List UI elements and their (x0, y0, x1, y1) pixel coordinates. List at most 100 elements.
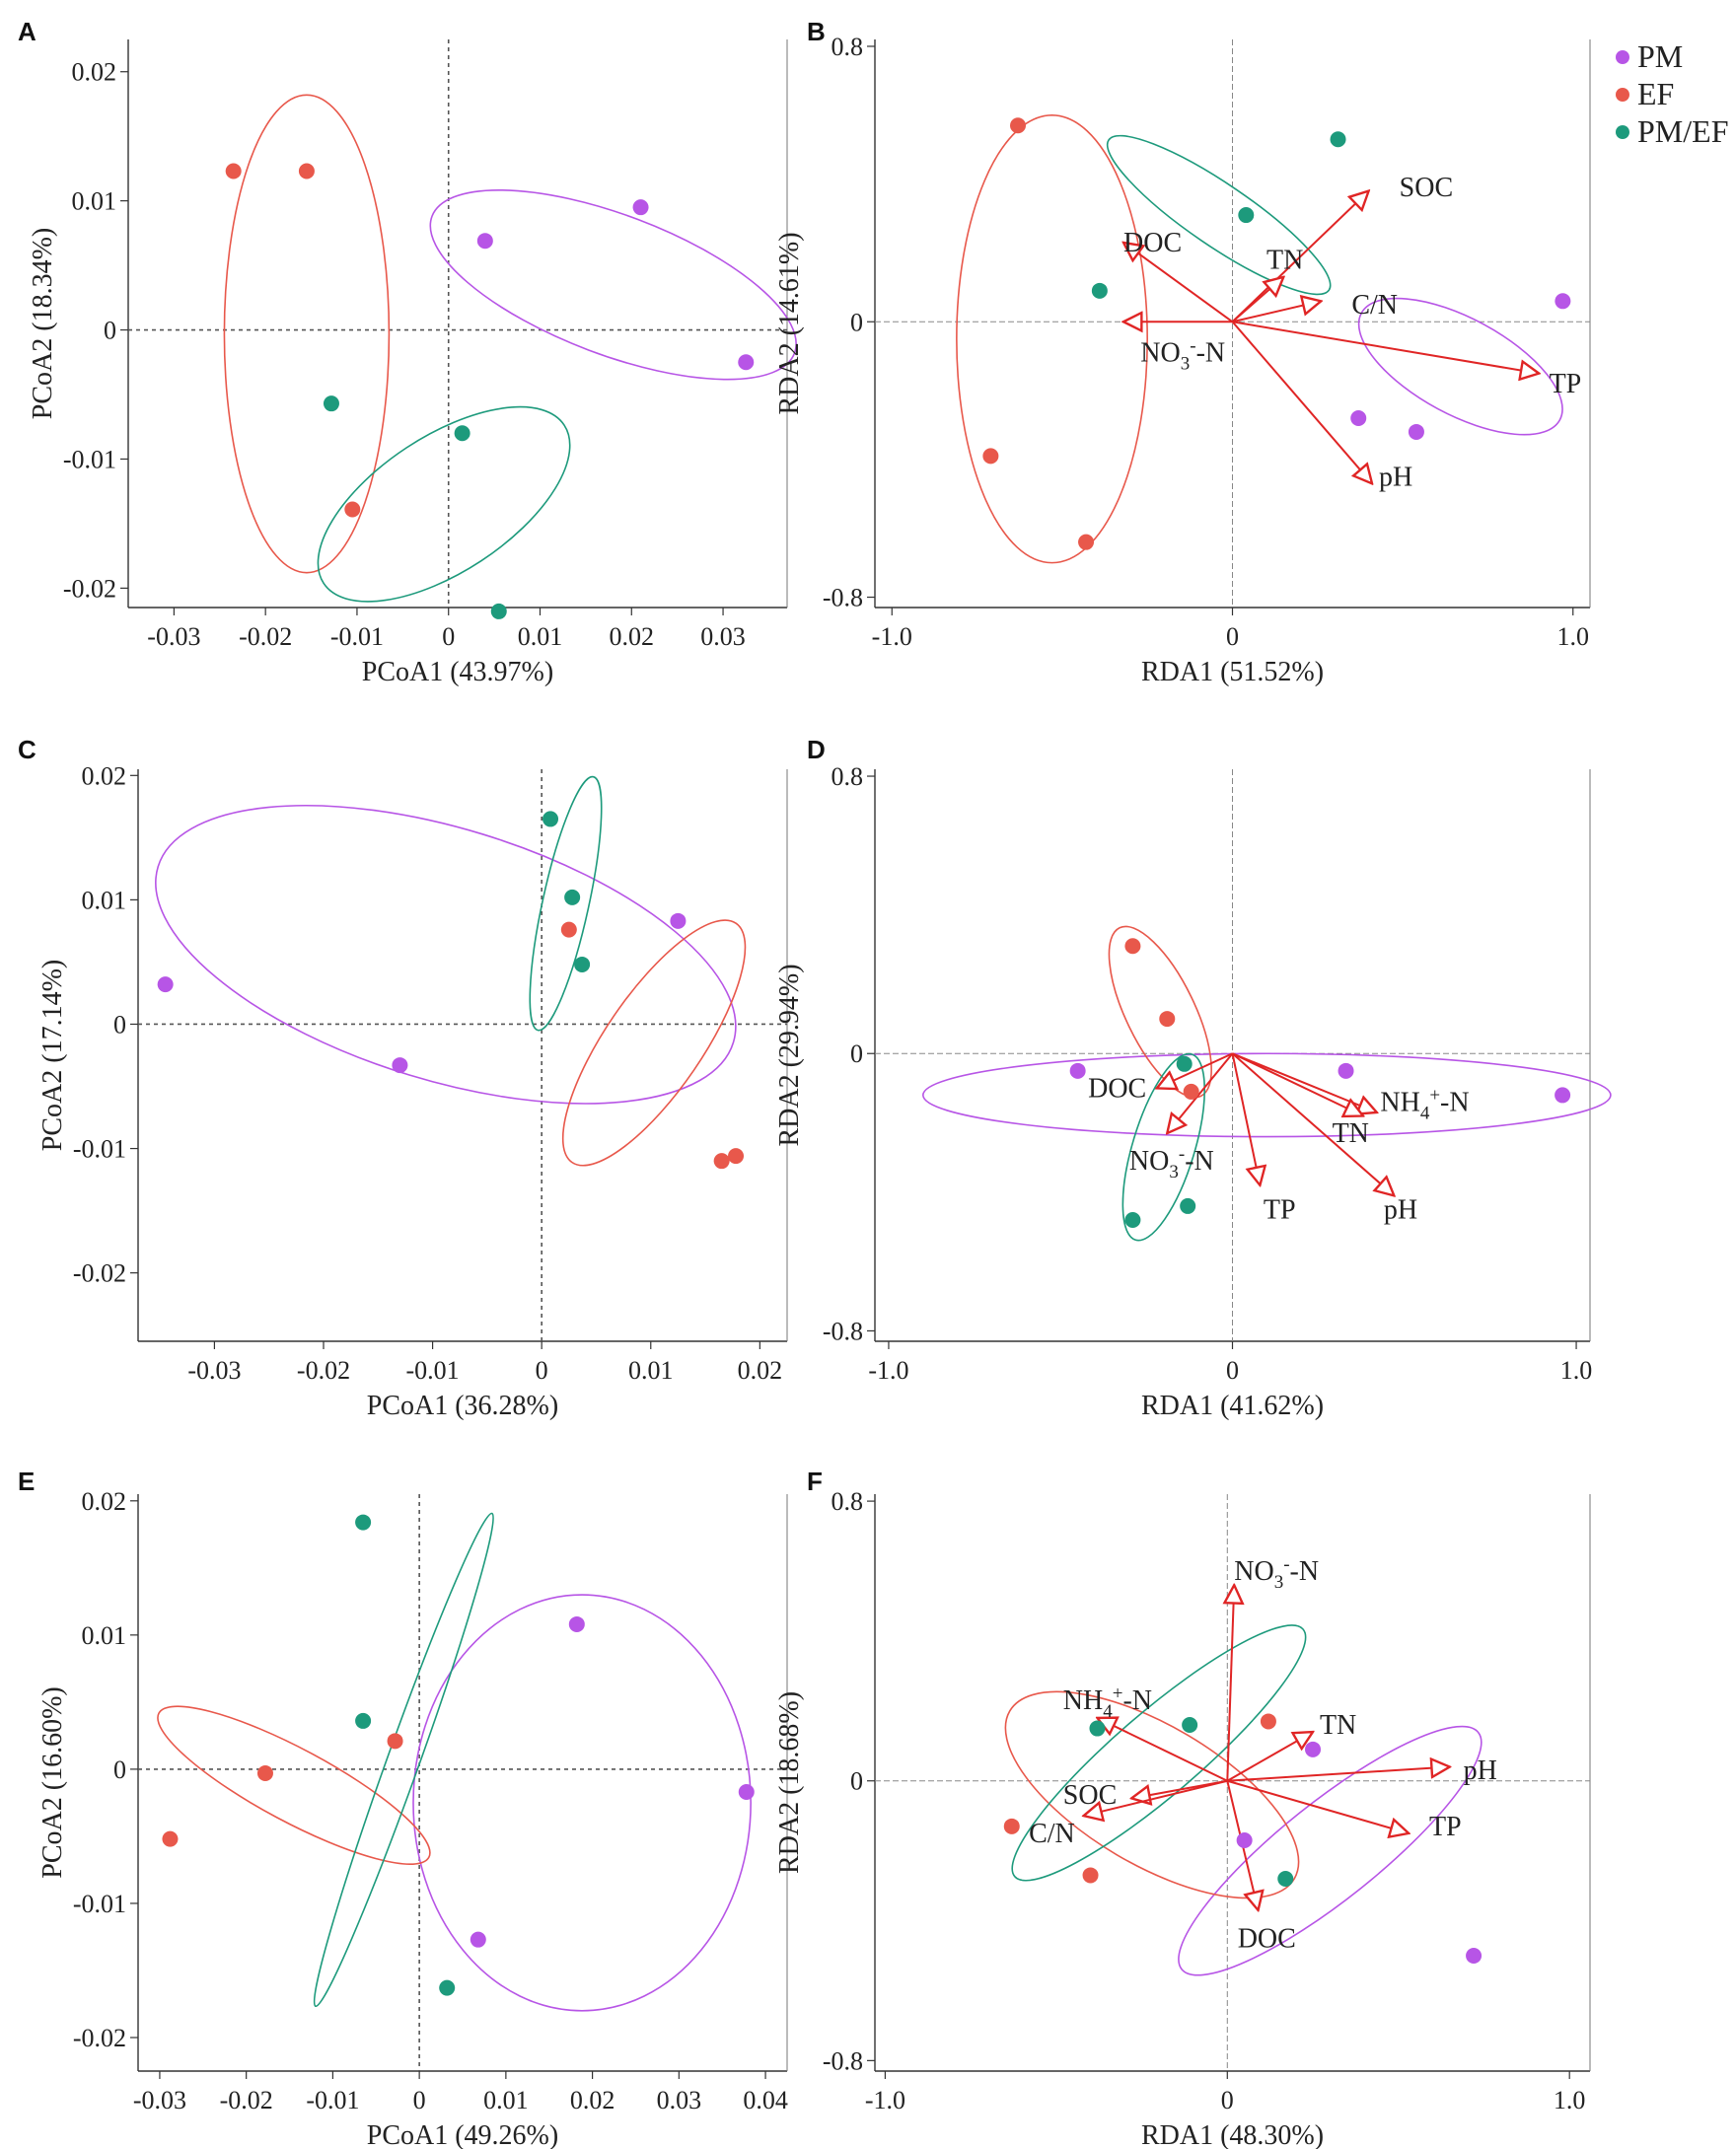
point-pm (1305, 1741, 1322, 1757)
y-tick-label: 0.8 (832, 762, 864, 791)
vector-label: pH (1464, 1755, 1497, 1786)
vector-label: TP (1429, 1812, 1462, 1842)
vector-arrow (1231, 321, 1373, 483)
vector-label: C/N (1351, 290, 1398, 321)
vector-label: NO3--N (1140, 336, 1225, 375)
legend-marker (1616, 125, 1629, 139)
x-tick-label: -1.0 (868, 1356, 908, 1385)
x-tick-label: 0 (442, 622, 455, 651)
y-tick-label: 0.02 (72, 58, 117, 87)
point-ef (298, 163, 315, 179)
point-pm (1466, 1948, 1483, 1964)
y-tick-label: 0 (850, 308, 863, 336)
vector-arrow (1123, 243, 1234, 323)
y-axis-label: RDA2 (14.61%) (774, 232, 805, 414)
x-tick-label: -0.02 (239, 622, 292, 651)
point-pm-ef (439, 1979, 456, 1996)
point-pm-ef (1176, 1055, 1193, 1072)
panel-letter: B (807, 17, 826, 46)
panel-c: C -0.03 -0.02 -0.01 0 0.01 0.02 -0.02 -0.01 0 0.01… (18, 735, 788, 1421)
x-tick-label: 1.0 (1560, 1356, 1593, 1385)
x-axis-label: RDA1 (41.62%) (1141, 1391, 1324, 1421)
point-pm (1555, 293, 1571, 310)
vector-label: DOC (1088, 1073, 1146, 1104)
point-pm (1350, 410, 1367, 426)
point-pm (632, 199, 649, 216)
panel-letter: C (18, 735, 36, 764)
y-tick-label: -0.01 (63, 445, 116, 473)
point-ef (387, 1733, 403, 1750)
panel-letter: F (807, 1467, 823, 1496)
ellipse-pm-ef (317, 405, 571, 603)
y-tick-label: -0.8 (823, 2046, 863, 2075)
point-pm-ef (1180, 1197, 1196, 1214)
y-tick-label: -0.01 (73, 1890, 126, 1918)
x-tick-label: 0.02 (570, 2086, 615, 2114)
point-pm-ef (355, 1712, 372, 1729)
x-tick-label: 0.03 (657, 2086, 702, 2114)
x-tick-label: -0.01 (406, 1356, 460, 1385)
y-tick-label: -0.02 (73, 1259, 126, 1288)
y-tick-label: 0.02 (82, 1487, 127, 1516)
vector-arrow (1227, 1767, 1449, 1782)
point-ef (1078, 534, 1095, 550)
point-ef (1003, 1818, 1020, 1834)
vector-label: SOC (1063, 1780, 1117, 1811)
y-axis-label: PCoA2 (16.60%) (37, 1686, 68, 1878)
point-ef (1082, 1867, 1099, 1884)
vector-label: NH4+-N (1380, 1085, 1469, 1123)
panel-letter: D (807, 735, 826, 764)
x-tick-label: 0.04 (743, 2086, 788, 2114)
x-axis-label: PCoA1 (36.28%) (367, 1391, 558, 1421)
x-tick-label: 0 (1221, 2086, 1234, 2114)
ellipse-pm (1357, 297, 1563, 436)
x-tick-label: 0 (413, 2086, 426, 2114)
panel-a: A -0.03 -0.02 -0.01 0 0.01 0.02 0.03 -0.02 -0.01 0… (18, 17, 797, 687)
vector-label: TP (1264, 1194, 1296, 1225)
x-tick-label: 0 (1226, 622, 1239, 651)
point-pm-ef (1277, 1871, 1294, 1887)
point-ef (1010, 117, 1026, 134)
vector-label: pH (1384, 1194, 1417, 1225)
ellipse-ef (956, 113, 1148, 564)
vector-arrow (1227, 1585, 1234, 1781)
x-tick-label: -0.03 (187, 1356, 241, 1385)
vector-label: TP (1550, 369, 1582, 399)
y-tick-label: 0.01 (82, 886, 127, 914)
x-axis-label: PCoA1 (49.26%) (367, 2120, 558, 2149)
x-tick-label: 0 (1226, 1356, 1239, 1385)
panel-letter: A (18, 17, 36, 46)
point-pm (670, 912, 687, 929)
vector-label: DOC (1123, 228, 1182, 258)
vector-arrow (1232, 1052, 1377, 1112)
point-pm (568, 1615, 585, 1632)
ellipse-ef (223, 94, 391, 574)
ellipse-ef (1108, 925, 1212, 1099)
vector-arrow (1084, 1779, 1228, 1816)
ellipse-pm-ef (529, 775, 603, 1032)
vector-label: pH (1379, 462, 1412, 492)
ellipse-pm-ef (1011, 1624, 1307, 1882)
point-ef (162, 1830, 179, 1847)
point-pm-ef (1091, 282, 1108, 299)
x-tick-label: 0.03 (700, 622, 746, 651)
vector-label: TN (1266, 245, 1303, 275)
x-tick-label: 0.01 (518, 622, 563, 651)
ellipse-pm-ef (1106, 134, 1332, 296)
x-tick-label: 0.01 (628, 1356, 674, 1385)
point-ef (225, 163, 242, 179)
point-pm (1408, 423, 1424, 440)
ellipse-ef (157, 1705, 431, 1866)
x-tick-label: -0.01 (306, 2086, 359, 2114)
point-ef (560, 921, 577, 938)
ellipse-pm (1178, 1725, 1483, 1976)
x-tick-label: 1.0 (1554, 2086, 1586, 2114)
x-tick-label: -0.03 (147, 622, 200, 651)
point-pm-ef (454, 425, 470, 442)
y-tick-label: 0 (850, 1767, 863, 1796)
y-tick-label: 0.01 (72, 187, 117, 216)
point-ef (728, 1148, 745, 1165)
legend-marker (1616, 50, 1629, 64)
vector-arrow (1232, 321, 1540, 373)
x-tick-label: -0.02 (297, 1356, 350, 1385)
